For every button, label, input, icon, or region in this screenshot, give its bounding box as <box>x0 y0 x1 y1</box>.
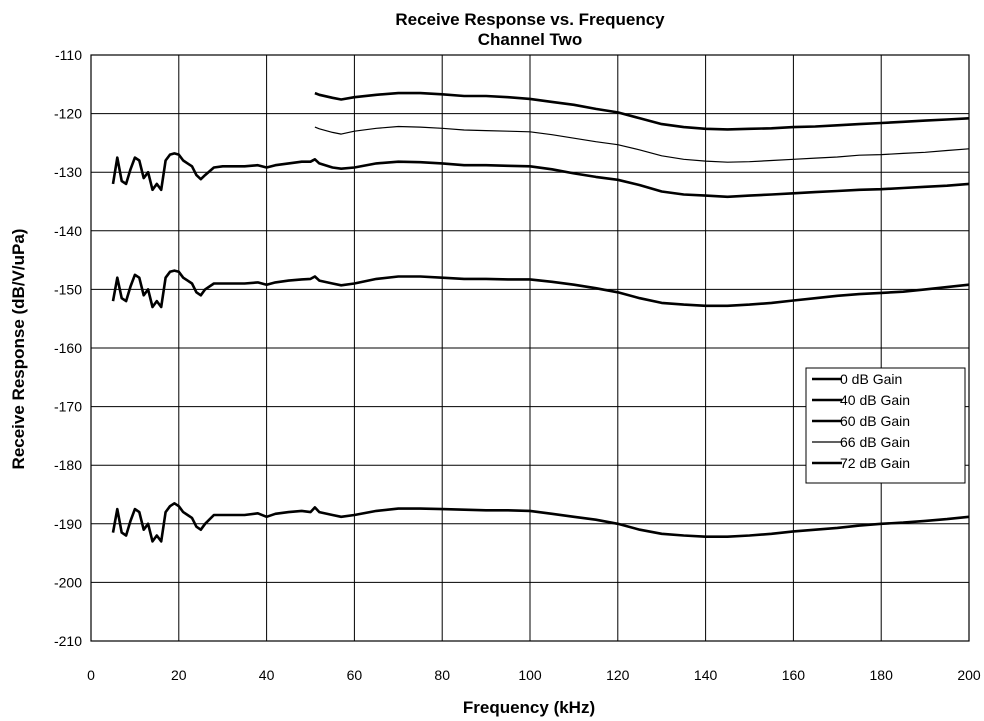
legend-label: 40 dB Gain <box>840 392 910 408</box>
y-tick-label: -110 <box>55 47 82 63</box>
y-tick-label: -160 <box>54 340 82 356</box>
y-tick-label: -120 <box>54 106 82 122</box>
x-axis-label: Frequency (kHz) <box>463 698 595 717</box>
series-lines <box>111 91 970 543</box>
y-tick-label: -180 <box>54 457 82 473</box>
x-tick-labels: 0 20 40 60 80 100 120 140 160 180 200 <box>87 667 981 683</box>
y-tick-label: -210 <box>54 633 82 649</box>
legend-label: 66 dB Gain <box>840 434 910 450</box>
y-tick-label: -200 <box>54 574 82 590</box>
series-line-3 <box>314 125 970 163</box>
plot-area <box>90 54 970 642</box>
x-tick-label: 140 <box>694 667 718 683</box>
x-tick-label: 200 <box>957 667 981 683</box>
x-tick-label: 0 <box>87 667 95 683</box>
y-tick-label: -140 <box>54 223 82 239</box>
series-line-2 <box>111 152 970 199</box>
legend-label: 60 dB Gain <box>840 413 910 429</box>
series-line-1 <box>111 269 970 309</box>
y-tick-labels: -110 -120 -130 -140 -150 -160 -170 -180 -190 -200… <box>54 47 82 649</box>
y-tick-label: -190 <box>54 516 82 532</box>
x-tick-label: 100 <box>518 667 542 683</box>
legend-label: 72 dB Gain <box>840 455 910 471</box>
legend: 0 dB Gain 40 dB Gain 60 dB Gain 66 dB Gain 7… <box>805 367 966 484</box>
y-tick-label: -150 <box>54 281 82 297</box>
x-tick-label: 120 <box>606 667 630 683</box>
x-tick-label: 180 <box>870 667 894 683</box>
x-tick-label: 60 <box>347 667 363 683</box>
x-tick-label: 40 <box>259 667 275 683</box>
chart-title: Receive Response vs. Frequency <box>395 10 665 29</box>
x-tick-label: 20 <box>171 667 187 683</box>
x-tick-label: 160 <box>782 667 806 683</box>
y-tick-label: -130 <box>54 164 82 180</box>
series-line-4 <box>314 91 970 131</box>
x-tick-label: 80 <box>434 667 450 683</box>
y-tick-label: -170 <box>54 399 82 415</box>
grid-lines <box>90 54 970 642</box>
chart-subtitle: Channel Two <box>478 30 583 49</box>
y-axis-label: Receive Response (dB/V/uPa) <box>9 229 28 470</box>
legend-label: 0 dB Gain <box>840 371 902 387</box>
series-line-0 <box>111 501 970 543</box>
